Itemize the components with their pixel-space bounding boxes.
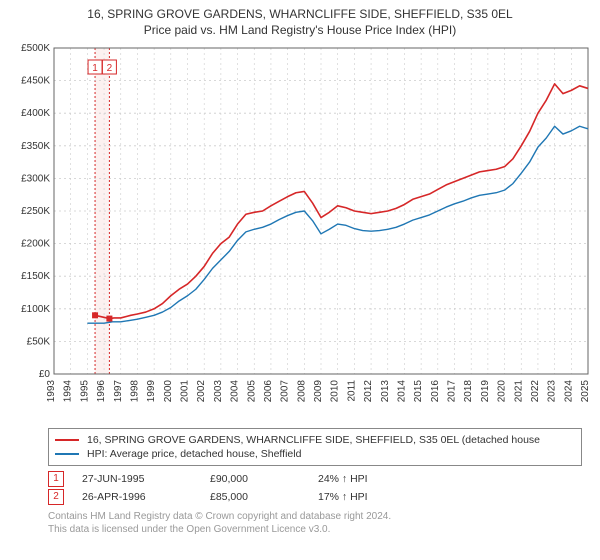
title-line1: 16, SPRING GROVE GARDENS, WHARNCLIFFE SI… xyxy=(8,6,592,22)
svg-text:£200K: £200K xyxy=(21,239,50,250)
svg-text:2000: 2000 xyxy=(163,380,174,403)
svg-text:£450K: £450K xyxy=(21,76,50,87)
svg-text:1996: 1996 xyxy=(96,380,107,403)
event-row: 1 27-JUN-1995 £90,000 24% ↑ HPI xyxy=(48,470,582,488)
chart: £0 £50K £100K £150K £200K £250K £300K £350K £400… xyxy=(8,42,592,422)
svg-text:2012: 2012 xyxy=(363,380,374,403)
svg-text:2013: 2013 xyxy=(380,380,391,403)
events-table: 1 27-JUN-1995 £90,000 24% ↑ HPI 2 26-APR-1996… xyxy=(48,470,582,506)
legend-label: HPI: Average price, detached house, Shef… xyxy=(87,448,301,460)
svg-text:2005: 2005 xyxy=(246,380,257,403)
svg-text:£250K: £250K xyxy=(21,206,50,217)
svg-text:2019: 2019 xyxy=(480,380,491,403)
legend-swatch xyxy=(55,439,79,441)
svg-text:2006: 2006 xyxy=(263,380,274,403)
event-price: £90,000 xyxy=(210,473,300,485)
svg-text:£150K: £150K xyxy=(21,272,50,283)
svg-text:£0: £0 xyxy=(39,369,51,380)
chart-title: 16, SPRING GROVE GARDENS, WHARNCLIFFE SI… xyxy=(8,6,592,38)
event-delta: 24% ↑ HPI xyxy=(318,473,368,485)
event-date: 27-JUN-1995 xyxy=(82,473,192,485)
event-price: £85,000 xyxy=(210,491,300,503)
svg-text:2025: 2025 xyxy=(580,380,591,403)
event-number-box: 1 xyxy=(48,471,64,487)
svg-text:2004: 2004 xyxy=(230,380,241,403)
legend: 16, SPRING GROVE GARDENS, WHARNCLIFFE SI… xyxy=(48,428,582,466)
svg-text:2018: 2018 xyxy=(463,380,474,403)
svg-text:2017: 2017 xyxy=(447,380,458,403)
svg-text:2008: 2008 xyxy=(296,380,307,403)
svg-text:2010: 2010 xyxy=(330,380,341,403)
svg-text:£500K: £500K xyxy=(21,43,50,54)
svg-text:2016: 2016 xyxy=(430,380,441,403)
title-line2: Price paid vs. HM Land Registry's House … xyxy=(8,22,592,38)
svg-text:1: 1 xyxy=(92,63,98,74)
svg-text:2022: 2022 xyxy=(530,380,541,403)
svg-text:£50K: £50K xyxy=(27,337,51,348)
svg-text:1994: 1994 xyxy=(63,380,74,403)
svg-text:£300K: £300K xyxy=(21,174,50,185)
svg-text:£400K: £400K xyxy=(21,109,50,120)
svg-text:2021: 2021 xyxy=(513,380,524,403)
event-row: 2 26-APR-1996 £85,000 17% ↑ HPI xyxy=(48,488,582,506)
svg-text:1997: 1997 xyxy=(113,380,124,403)
svg-text:2007: 2007 xyxy=(280,380,291,403)
svg-text:1999: 1999 xyxy=(146,380,157,403)
event-date: 26-APR-1996 xyxy=(82,491,192,503)
svg-text:2011: 2011 xyxy=(346,380,357,402)
legend-item: 16, SPRING GROVE GARDENS, WHARNCLIFFE SI… xyxy=(55,433,575,447)
svg-text:2002: 2002 xyxy=(196,380,207,403)
svg-text:2001: 2001 xyxy=(180,380,191,403)
attribution: Contains HM Land Registry data © Crown c… xyxy=(48,510,582,536)
svg-text:1995: 1995 xyxy=(79,380,90,403)
attribution-line1: Contains HM Land Registry data © Crown c… xyxy=(48,510,582,523)
svg-text:2014: 2014 xyxy=(396,380,407,403)
svg-text:1993: 1993 xyxy=(46,380,57,403)
legend-item: HPI: Average price, detached house, Shef… xyxy=(55,447,575,461)
attribution-line2: This data is licensed under the Open Gov… xyxy=(48,523,582,536)
event-delta: 17% ↑ HPI xyxy=(318,491,368,503)
svg-text:2003: 2003 xyxy=(213,380,224,403)
legend-label: 16, SPRING GROVE GARDENS, WHARNCLIFFE SI… xyxy=(87,434,540,446)
svg-text:2024: 2024 xyxy=(563,380,574,403)
event-number-box: 2 xyxy=(48,489,64,505)
svg-text:2023: 2023 xyxy=(547,380,558,403)
legend-swatch xyxy=(55,453,79,455)
svg-text:2009: 2009 xyxy=(313,380,324,403)
svg-text:2015: 2015 xyxy=(413,380,424,403)
svg-text:2020: 2020 xyxy=(497,380,508,403)
svg-text:£100K: £100K xyxy=(21,304,50,315)
svg-text:£350K: £350K xyxy=(21,141,50,152)
svg-text:2: 2 xyxy=(107,63,113,74)
svg-text:1998: 1998 xyxy=(129,380,140,403)
